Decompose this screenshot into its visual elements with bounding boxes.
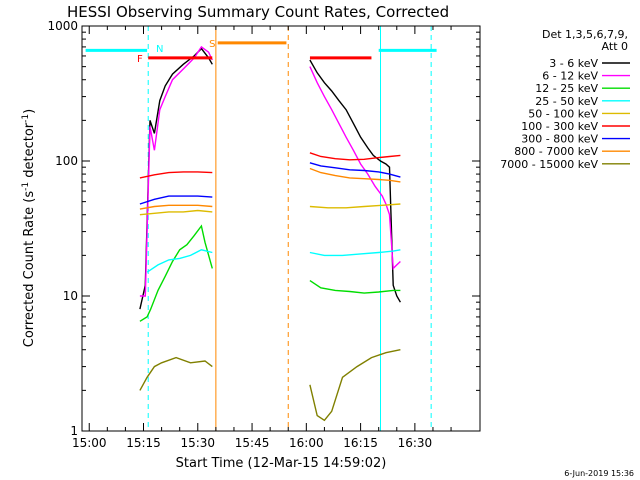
legend-label-2: 12 - 25 keV (535, 82, 598, 95)
x-tick-label-6: 16:30 (398, 436, 433, 450)
legend-label-1: 6 - 12 keV (542, 70, 598, 83)
series-1-segment-1 (309, 66, 401, 270)
legend-header-detectors: Det 1,3,5,6,7,9, (542, 28, 628, 41)
y-label-sup1: -1 (21, 182, 31, 191)
series-8-segment-0 (139, 356, 213, 391)
y-label-end: ) (22, 109, 37, 114)
series-8-segment-1 (309, 349, 401, 422)
series-1-segment-0 (139, 45, 213, 297)
chart-title: HESSI Observing Summary Count Rates, Cor… (67, 3, 449, 21)
x-tick-label-1: 15:15 (126, 436, 161, 450)
plot-frame (81, 25, 481, 432)
legend-label-5: 100 - 300 keV (521, 120, 598, 133)
y-tick-label-3: 1000 (47, 19, 78, 33)
x-axis: 15:00 15:15 15:30 15:45 16:00 16:15 16:30 (72, 26, 452, 450)
series-5-segment-0 (139, 171, 213, 179)
x-axis-label: Start Time (12-Mar-15 14:59:02) (176, 456, 387, 471)
plot-area: F N S (85, 26, 437, 431)
y-tick-label-0: 1 (70, 424, 78, 438)
legend-label-7: 800 - 7000 keV (514, 145, 598, 158)
series-3-segment-1 (146, 249, 213, 273)
x-tick-label-4: 16:00 (289, 436, 324, 450)
series-4-segment-1 (309, 203, 401, 209)
legend-label-8: 7000 - 15000 keV (500, 158, 598, 171)
legend-header-attenuator: Att 0 (602, 40, 628, 53)
marker-letter-1: N (156, 44, 163, 55)
series-7-segment-0 (139, 204, 213, 210)
series-6-segment-0 (139, 195, 213, 205)
footer-date: 6-Jun-2019 15:36 (564, 469, 634, 478)
y-axis-label: Corrected Count Rate (s-1 detector-1) (21, 109, 37, 347)
legend-label-4: 50 - 100 keV (528, 107, 598, 120)
series-3-segment-2 (309, 249, 401, 257)
marker-letter-2: S (209, 39, 215, 50)
y-axis: 1 10 100 1000 (47, 19, 480, 438)
y-tick-label-1: 10 (63, 289, 78, 303)
legend-label-0: 3 - 6 keV (549, 57, 598, 70)
x-tick-label-0: 15:00 (72, 436, 107, 450)
legend-label-3: 25 - 50 keV (535, 95, 598, 108)
series-0-segment-1 (309, 59, 402, 303)
series-5-segment-1 (309, 152, 401, 161)
legend-label-6: 300 - 800 keV (521, 133, 598, 146)
series-6-segment-1 (309, 162, 401, 178)
series-2-segment-0 (139, 224, 213, 322)
y-tick-label-2: 100 (55, 154, 78, 168)
y-label-main: Corrected Count Rate (s (22, 191, 37, 348)
x-tick-label-5: 16:15 (343, 436, 378, 450)
y-label-mid: detector (22, 122, 37, 182)
x-tick-label-3: 15:45 (235, 436, 270, 450)
series-2-segment-1 (309, 280, 401, 294)
marker-letter-0: F (137, 54, 143, 65)
series-4-segment-0 (139, 209, 213, 216)
x-tick-label-2: 15:30 (180, 436, 215, 450)
series-7-segment-1 (309, 167, 401, 183)
y-label-sup2: -1 (21, 114, 31, 123)
